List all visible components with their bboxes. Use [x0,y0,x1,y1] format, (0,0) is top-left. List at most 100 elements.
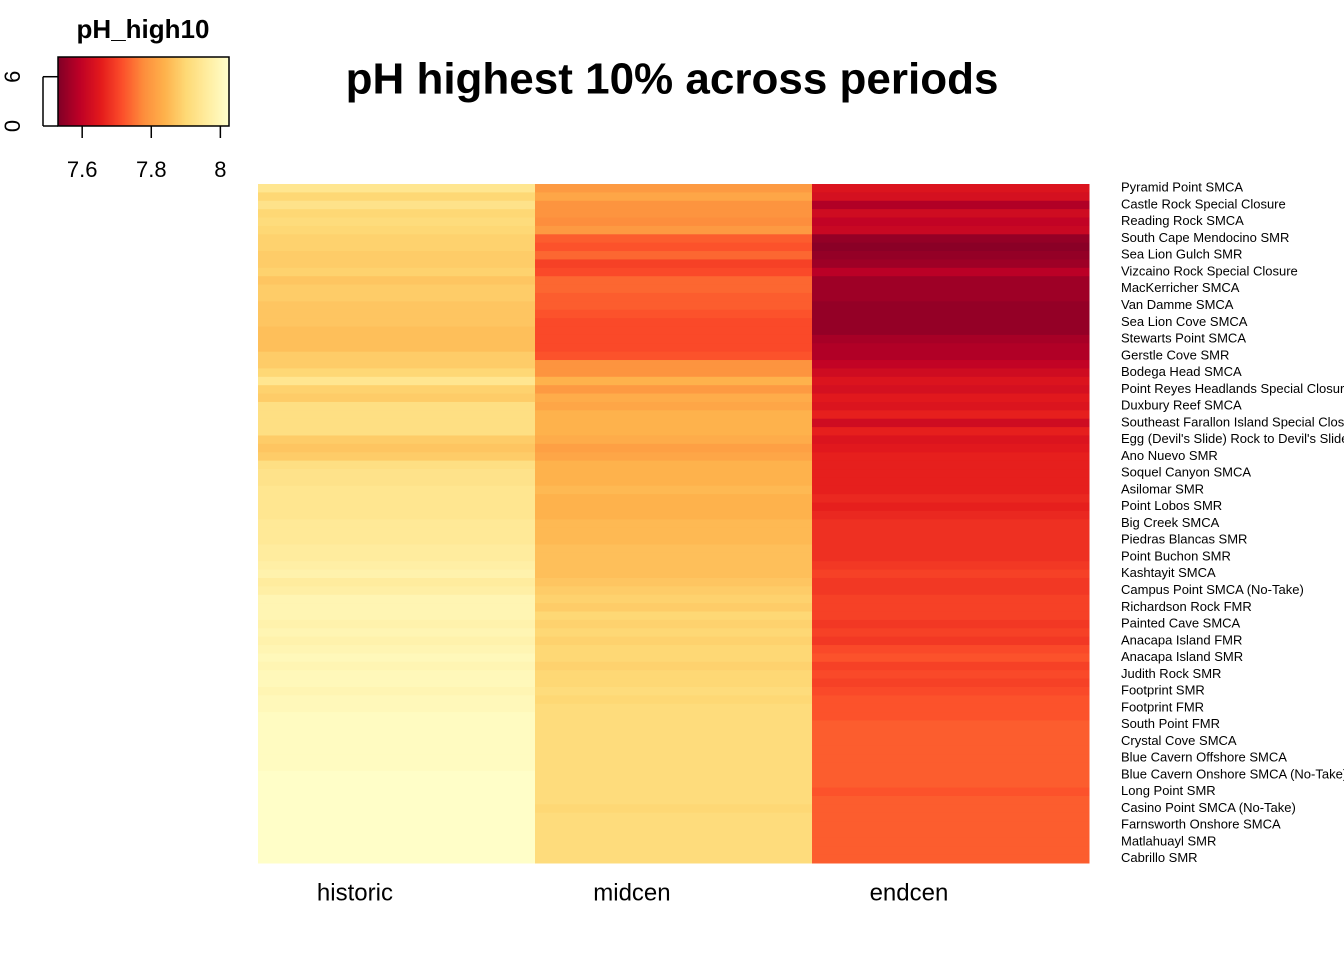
heat-cell [258,846,536,856]
legend-gradient [160,57,163,126]
heat-cell [258,594,536,604]
heat-cell [258,787,536,797]
legend-gradient [189,57,192,126]
heat-cell [258,795,536,805]
heat-cell [535,292,813,302]
legend-gradient [176,57,179,126]
heat-cell [535,276,813,286]
heat-cell [258,376,536,386]
heat-cell [535,762,813,772]
legend-gradient [143,57,146,126]
heat-cell [258,628,536,638]
row-label: Duxbury Reef SMCA [1121,398,1242,413]
legend-gradient [93,57,96,126]
legend-gradient [163,57,166,126]
heat-cell [258,284,536,294]
heat-cell [535,569,813,579]
row-label: Blue Cavern Onshore SMCA (No-Take) [1121,766,1344,781]
heat-cell [258,318,536,328]
heat-cell [812,376,1090,386]
legend-gradient [112,57,115,126]
heat-cell [258,418,536,428]
legend-gradient [132,57,135,126]
legend-gradient [80,57,83,126]
legend-gradient [124,57,127,126]
heat-cell [812,686,1090,696]
heat-cell [812,712,1090,721]
heat-cell [258,251,536,260]
heat-cell [812,184,1090,193]
heat-cell [812,460,1090,470]
heat-cell [258,577,536,587]
legend-gradient [126,57,129,126]
legend-gradient [169,57,172,126]
legend-gradient [194,57,197,126]
heat-cell [812,829,1090,839]
heat-cell [535,477,813,487]
heat-cell [812,678,1090,688]
heat-cell [812,301,1090,311]
heat-cell [258,737,536,747]
legend-gradient [206,57,209,126]
row-label: Footprint SMR [1121,683,1205,698]
legend-gradient [58,57,60,126]
legend-gradient [153,57,156,126]
heat-cell [258,611,536,621]
legend-gradient [70,57,73,126]
heat-cell [535,284,813,294]
legend-gradient [97,57,100,126]
heat-cell [535,184,813,193]
row-label: Point Lobos SMR [1121,498,1222,513]
row-label: Farnsworth Onshore SMCA [1121,817,1281,832]
legend-gradient [65,57,68,126]
legend-gradient [60,57,63,126]
heat-cell [812,343,1090,353]
heat-cell [535,309,813,319]
heat-cell [812,443,1090,453]
heat-cell [535,712,813,721]
heat-cell [535,259,813,269]
legend-gradient [100,57,103,126]
heat-cell [535,209,813,219]
heat-cell [535,661,813,671]
legend-gradient [107,57,110,126]
row-label: Blue Cavern Offshore SMCA [1121,750,1287,765]
heat-cell [535,770,813,780]
heat-cell [258,368,536,378]
heat-cell [258,812,536,822]
heat-cell [258,301,536,311]
heat-cell [812,561,1090,571]
heat-cell [812,192,1090,202]
heat-cell [812,544,1090,554]
heat-cell [812,577,1090,587]
heat-cell [812,536,1090,545]
heat-cell [258,754,536,763]
heat-cell [535,301,813,311]
row-label: Pyramid Point SMCA [1121,180,1243,195]
legend-gradient [149,57,152,126]
row-label: Crystal Cove SMCA [1121,733,1237,748]
heat-cell [535,720,813,730]
heat-cell [535,502,813,512]
heat-cell [258,603,536,613]
heat-cell [535,460,813,470]
heat-cell [258,720,536,730]
legend-gradient [216,57,219,126]
heat-cell [535,728,813,738]
legend-gradient [59,57,62,126]
row-label: Richardson Rock FMR [1121,599,1252,614]
heat-cell [812,720,1090,730]
row-label: Anacapa Island FMR [1121,632,1242,647]
heat-cell [812,728,1090,738]
heat-cell [535,435,813,445]
row-label: Cabrillo SMR [1121,850,1198,865]
heat-cell [258,334,536,344]
heat-cell [258,561,536,571]
heat-cell [812,242,1090,252]
heat-cell [812,502,1090,512]
heat-cell [812,787,1090,797]
heat-cell [258,536,536,545]
row-label: Soquel Canyon SMCA [1121,465,1251,480]
heat-cell [812,821,1090,830]
heat-cell [258,276,536,286]
